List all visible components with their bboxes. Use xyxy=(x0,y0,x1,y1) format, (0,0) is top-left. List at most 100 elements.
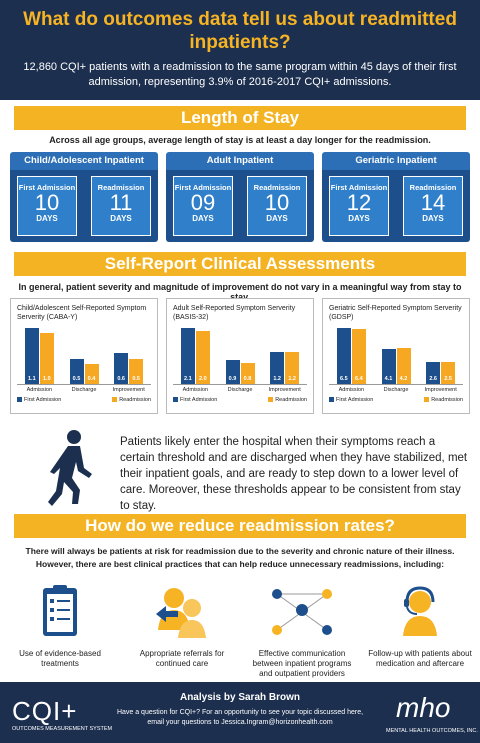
x-axis: Admission Discharge Improvement xyxy=(329,387,463,393)
box-unit: DAYS xyxy=(266,214,288,223)
caption: In general, patient severity and magnitu… xyxy=(18,282,462,302)
plot-area: 2.1 2.0 0.9 0.8 1.2 1.2 xyxy=(173,324,307,385)
legend-swatch xyxy=(112,397,118,403)
legend-swatch xyxy=(17,397,22,403)
bar: 2.0 xyxy=(195,330,210,384)
stay-group: Child/Adolescent Inpatient First Admissio… xyxy=(10,152,158,242)
legend-item: First Admission xyxy=(329,397,373,403)
logo-right: mho xyxy=(396,692,451,723)
bar: 0.8 xyxy=(240,362,255,384)
legend-swatch xyxy=(173,397,178,403)
category-group: 1.1 1.0 xyxy=(17,324,62,384)
walking-icon xyxy=(48,430,92,506)
x-tick-label: Discharge xyxy=(71,387,97,393)
logo-left-sub: OUTCOMES MEASUREMENT SYSTEM xyxy=(12,726,113,732)
box-number: 11 xyxy=(109,190,133,215)
title: What do outcomes data tell us about read… xyxy=(23,9,457,53)
group-body: First Admission 09 DAYS Readmission 10 DAYS xyxy=(166,170,314,242)
x-tick-label: Admission xyxy=(26,387,53,393)
category-group: 0.5 0.4 xyxy=(62,324,107,384)
footer: CQI+ OUTCOMES MEASUREMENT SYSTEM Analysi… xyxy=(0,682,480,743)
box-label: Readmission xyxy=(409,183,457,192)
value-label: 1.2 xyxy=(273,376,281,382)
practice: Follow-up with patients about medication… xyxy=(364,584,476,669)
bar: 0.5 xyxy=(69,358,84,384)
value-label: 0.9 xyxy=(228,376,237,382)
category-group: 0.9 0.8 xyxy=(218,324,263,384)
chart-title: Adult Self-Reported Symptom Serverity (B… xyxy=(173,305,296,321)
analysis: Analysis by Sarah Brown xyxy=(179,692,301,703)
value-label: 0.5 xyxy=(72,376,81,382)
bar: 6.5 xyxy=(336,328,351,384)
bar: 0.9 xyxy=(225,360,240,384)
section-banner: Self-Report Clinical Assessments xyxy=(14,252,466,276)
plot-area: 1.1 1.0 0.5 0.4 0.6 0.5 xyxy=(17,324,151,385)
stay-box: First Admission 10 DAYS xyxy=(17,176,77,236)
legend-label: First Admission xyxy=(180,397,218,403)
box-label: First Admission xyxy=(18,183,76,192)
practice-label: Effective communication between inpatien… xyxy=(252,649,352,678)
bar: 2.1 xyxy=(180,328,195,384)
value-label: 6.5 xyxy=(340,376,348,382)
x-tick-label: Improvement xyxy=(268,387,301,393)
box-number: 09 xyxy=(190,190,216,215)
bar: 6.4 xyxy=(351,328,366,384)
legend-swatch xyxy=(268,397,274,403)
box-number: 12 xyxy=(346,190,372,215)
clipboard-icon xyxy=(43,585,77,636)
section-banner: Length of Stay xyxy=(14,106,466,130)
value-label: 2.1 xyxy=(184,376,192,382)
bar: 2.5 xyxy=(441,362,456,384)
stay-box: Readmission 11 DAYS xyxy=(91,176,151,236)
question: Have a question for CQI+? For an opportu… xyxy=(116,709,364,716)
box-label: Readmission xyxy=(97,183,145,192)
x-tick-label: Admission xyxy=(338,387,365,393)
chart-panel: Child/Adolescent Self-Reported Symptom S… xyxy=(10,298,158,414)
category-group: 1.2 1.2 xyxy=(262,324,307,384)
stay-box: First Admission 12 DAYS xyxy=(329,176,389,236)
group-body: First Admission 12 DAYS Readmission 14 DAYS xyxy=(322,170,470,242)
bar: 2.6 xyxy=(426,361,441,384)
section-banner: How do we reduce readmission rates? xyxy=(14,514,466,538)
legend-item: Readmission xyxy=(424,397,463,403)
value-label: 1.2 xyxy=(288,376,296,382)
plot-area: 6.5 6.4 4.1 4.2 2.6 2.5 xyxy=(329,324,463,385)
box-unit: DAYS xyxy=(348,214,370,223)
box-number: 14 xyxy=(420,190,446,215)
box-unit: DAYS xyxy=(36,214,58,223)
stay-group: Adult Inpatient First Admission 09 DAYS Read… xyxy=(166,152,314,242)
category-group: 4.1 4.2 xyxy=(374,324,419,384)
practice: Use of evidence-based treatments xyxy=(4,584,116,669)
group-body: First Admission 10 DAYS Readmission 11 DAYS xyxy=(10,170,158,242)
bar: 1.2 xyxy=(270,352,285,384)
practice-label: Appropriate referrals for continued care xyxy=(139,649,225,668)
legend-label: First Admission xyxy=(336,397,374,403)
category-group: 6.5 6.4 xyxy=(329,324,374,384)
bar: 0.4 xyxy=(84,363,99,384)
chart-title: Child/Adolescent Self-Reported Symptom S… xyxy=(17,305,147,321)
email: email your questions to Jessica.Ingram@h… xyxy=(147,719,333,726)
value-label: 1.0 xyxy=(43,376,51,382)
bar: 0.5 xyxy=(129,358,144,384)
value-label: 6.4 xyxy=(355,376,363,382)
legend-label: Readmission xyxy=(275,397,307,403)
footer-text: Have a question for CQI+? For an opportu… xyxy=(100,708,380,728)
category-group: 0.6 0.5 xyxy=(106,324,151,384)
legend-label: Readmission xyxy=(119,397,151,403)
box-unit: DAYS xyxy=(192,214,214,223)
referral-icon xyxy=(156,588,206,638)
legend-label: Readmission xyxy=(431,397,463,403)
bar: 1.0 xyxy=(39,333,54,384)
box-label: First Admission xyxy=(174,183,232,192)
note: Patients likely enter the hospital when … xyxy=(120,436,468,512)
value-label: 4.1 xyxy=(384,376,393,382)
stay-box: First Admission 09 DAYS xyxy=(173,176,233,236)
value-label: 0.4 xyxy=(87,376,96,382)
box-number: 10 xyxy=(34,190,60,215)
legend-swatch xyxy=(329,397,334,403)
x-axis: Admission Discharge Improvement xyxy=(173,387,307,393)
category-group: 2.6 2.5 xyxy=(418,324,463,384)
category-group: 2.1 2.0 xyxy=(173,324,218,384)
x-tick-label: Improvement xyxy=(424,387,457,393)
